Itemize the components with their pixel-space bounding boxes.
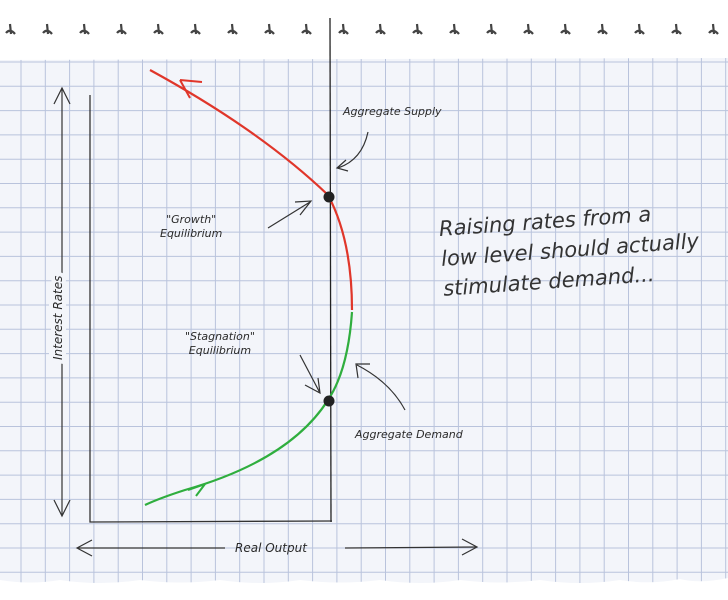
binding-hole xyxy=(190,23,201,35)
binding-hole xyxy=(449,23,460,35)
x-axis-label: Real Output xyxy=(235,541,308,555)
stagnation-label-line: "Stagnation" xyxy=(185,330,255,343)
binding-hole xyxy=(523,23,534,35)
binding-hole xyxy=(338,23,349,35)
binding-hole xyxy=(486,23,497,35)
binding-hole xyxy=(671,23,682,35)
aggregate-demand-label: Aggregate Demand xyxy=(355,428,463,441)
x-axis-arrow xyxy=(75,538,479,557)
stagnation-label-line: Equilibrium xyxy=(188,344,252,357)
aggregate-supply-line xyxy=(329,17,332,523)
binding-hole xyxy=(264,23,275,35)
binding-hole xyxy=(116,23,127,35)
lower-arrowhead xyxy=(187,483,206,497)
binding-hole xyxy=(79,23,90,35)
spiral-binding xyxy=(5,23,719,35)
binding-hole xyxy=(301,23,312,35)
binding-hole xyxy=(412,23,423,35)
binding-hole xyxy=(5,23,16,35)
demand-curve-upper xyxy=(149,69,354,311)
growth-label-line: "Growth" xyxy=(166,213,217,226)
binding-hole xyxy=(153,23,164,35)
y-axis-label: Interest Rates xyxy=(51,276,65,360)
binding-hole xyxy=(708,23,719,35)
binding-hole xyxy=(560,23,571,35)
stagnation-equilibrium-label: "Stagnation" Equilibrium xyxy=(185,330,255,358)
binding-hole xyxy=(227,23,238,35)
binding-hole xyxy=(42,23,53,35)
pointer-arrows xyxy=(267,131,406,411)
growth-label-line: Equilibrium xyxy=(160,227,223,240)
axes xyxy=(89,95,333,523)
growth-equilibrium-label: "Growth" Equilibrium xyxy=(160,213,222,241)
upper-arrowhead xyxy=(179,79,203,99)
growth-equilibrium-point xyxy=(323,191,335,203)
y-axis-arrow xyxy=(53,86,71,518)
demand-curve-lower xyxy=(144,311,354,506)
stagnation-equilibrium-point xyxy=(323,395,335,407)
binding-hole xyxy=(375,23,386,35)
annotation-note: Raising rates from a low level should ac… xyxy=(438,196,702,304)
binding-hole xyxy=(634,23,645,35)
aggregate-supply-label: Aggregate Supply xyxy=(343,105,442,118)
binding-hole xyxy=(597,23,608,35)
